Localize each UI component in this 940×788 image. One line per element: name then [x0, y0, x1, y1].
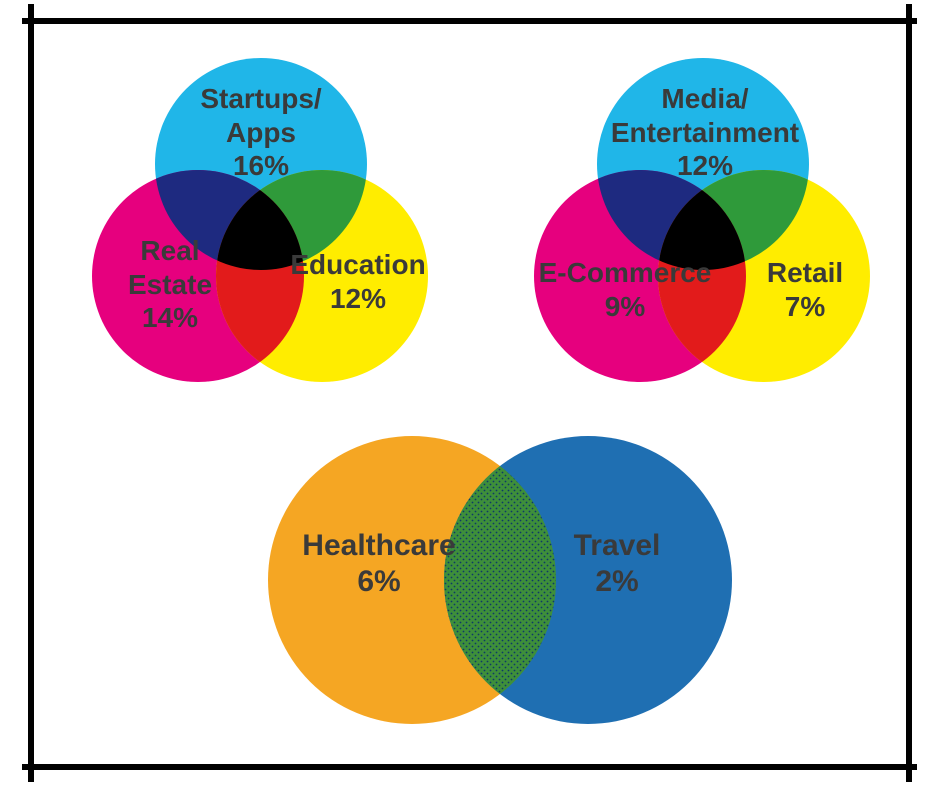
label-value: 12%: [677, 150, 733, 181]
label-line1: Retail: [767, 257, 843, 288]
label-line1: Travel: [574, 529, 661, 562]
label-ecommerce: E-Commerce 9%: [530, 256, 720, 323]
label-line2: Entertainment: [611, 117, 799, 148]
label-media-entertainment: Media/ Entertainment 12%: [600, 82, 810, 183]
label-value: 16%: [233, 150, 289, 181]
label-education: Education 12%: [278, 248, 438, 315]
label-line2: Apps: [226, 117, 296, 148]
label-line1: E-Commerce: [539, 257, 712, 288]
label-line1: Startups/: [200, 83, 321, 114]
label-value: 12%: [330, 283, 386, 314]
label-value: 2%: [595, 565, 638, 598]
label-line1: Education: [290, 249, 425, 280]
label-line1: Media/: [661, 83, 748, 114]
label-real-estate: Real Estate 14%: [110, 234, 230, 335]
label-retail: Retail 7%: [750, 256, 860, 323]
label-line1: Real: [140, 235, 199, 266]
label-value: 14%: [142, 302, 198, 333]
label-healthcare: Healthcare 6%: [284, 528, 474, 600]
label-value: 6%: [357, 565, 400, 598]
label-line1: Healthcare: [302, 529, 455, 562]
label-line2: Estate: [128, 269, 212, 300]
label-value: 9%: [605, 291, 645, 322]
label-value: 7%: [785, 291, 825, 322]
label-startups-apps: Startups/ Apps 16%: [191, 82, 331, 183]
label-travel: Travel 2%: [552, 528, 682, 600]
